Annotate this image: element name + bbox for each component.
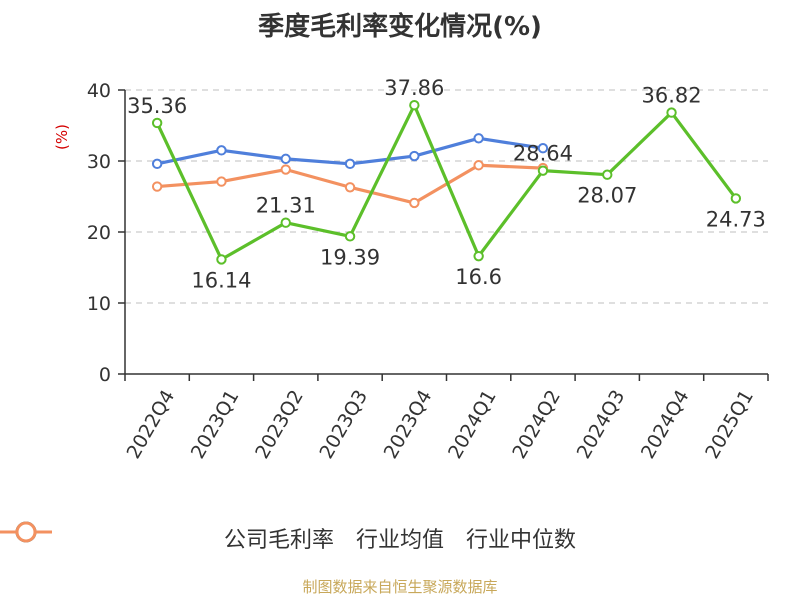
x-tick-label-2023Q1: 2023Q1: [187, 386, 244, 462]
data-point-industry-avg-2023Q1[interactable]: [216, 145, 227, 156]
data-point-gross-margin-2024Q1[interactable]: [473, 250, 484, 262]
legend-label-industry-avg: 行业均值: [355, 528, 444, 553]
data-point-industry-median-2024Q1[interactable]: [473, 160, 484, 171]
series-industry-median: [151, 160, 549, 209]
data-point-industry-avg-2023Q3[interactable]: [344, 158, 356, 170]
data-point-industry-avg-2023Q2[interactable]: [280, 153, 291, 165]
x-tick-label-2022Q4: 2022Q4: [122, 386, 179, 462]
data-label-2023Q2: 21.31: [256, 194, 316, 218]
data-point-gross-margin-2025Q1[interactable]: [730, 193, 742, 204]
chart-title: 季度毛利率变化情况(%): [258, 12, 542, 42]
legend-item-gross-margin[interactable]: 公司毛利率: [0, 521, 334, 554]
data-point-industry-median-2023Q3[interactable]: [344, 182, 356, 193]
series-gross-margin: [151, 99, 742, 265]
data-point-industry-avg-2024Q1[interactable]: [473, 133, 484, 144]
legend-label-industry-median: 行业中位数: [466, 528, 577, 553]
legend-label-gross-margin: 公司毛利率: [223, 528, 334, 553]
gridlines: [125, 89, 768, 304]
data-point-industry-median-2022Q4[interactable]: [151, 181, 163, 192]
data-point-gross-margin-2022Q4[interactable]: [151, 117, 163, 129]
data-source-note: 制图数据来自恒生聚源数据库: [302, 578, 498, 596]
data-label-2024Q4: 36.82: [641, 84, 701, 108]
data-point-gross-margin-2023Q3[interactable]: [344, 231, 356, 242]
y-tick-label: 20: [87, 222, 111, 244]
data-point-gross-margin-2023Q1[interactable]: [216, 254, 227, 265]
series-line-gross-margin: [155, 103, 738, 262]
data-label-2022Q4: 35.36: [127, 94, 187, 118]
series-lines: [151, 99, 742, 265]
data-label-2025Q1: 24.73: [706, 207, 766, 231]
series-industry-avg: [151, 133, 549, 170]
data-point-gross-margin-2024Q3[interactable]: [602, 169, 613, 180]
data-label-2023Q4: 37.86: [384, 76, 444, 100]
data-point-industry-median-2023Q1[interactable]: [216, 176, 227, 187]
data-point-industry-median-2023Q2[interactable]: [280, 164, 291, 175]
legend: 公司毛利率 行业均值 行业中位数: [0, 520, 800, 556]
y-tick-label: 40: [87, 80, 111, 102]
x-tick-label-2023Q3: 2023Q3: [315, 386, 372, 462]
y-tick-label: 30: [87, 151, 111, 173]
data-point-gross-margin-2023Q4[interactable]: [409, 99, 420, 111]
data-point-industry-median-2023Q4[interactable]: [409, 197, 420, 209]
x-tick-label-2024Q2: 2024Q2: [508, 386, 565, 462]
data-point-gross-margin-2024Q2[interactable]: [537, 165, 549, 176]
y-tick-label: 0: [99, 364, 111, 386]
x-tick-label-2024Q3: 2024Q3: [573, 386, 630, 462]
legend-swatch-industry-median: [0, 521, 52, 543]
data-point-industry-avg-2023Q4[interactable]: [409, 150, 420, 162]
data-point-gross-margin-2024Q4[interactable]: [666, 107, 677, 118]
legend-item-industry-median[interactable]: 行业中位数: [0, 521, 577, 554]
y-tick-label: 10: [87, 293, 111, 315]
x-tick-label-2024Q1: 2024Q1: [444, 386, 501, 462]
data-label-2024Q3: 28.07: [577, 184, 637, 208]
x-tick-label-2023Q2: 2023Q2: [251, 386, 308, 462]
data-label-2023Q3: 19.39: [320, 245, 380, 269]
x-tick-label-2025Q1: 2025Q1: [701, 386, 758, 462]
data-point-industry-avg-2024Q2[interactable]: [537, 143, 549, 154]
data-label-2023Q1: 16.14: [191, 268, 251, 292]
x-tick-label-2023Q4: 2023Q4: [380, 386, 437, 462]
x-tick-label-2024Q4: 2024Q4: [637, 386, 694, 462]
data-point-industry-avg-2022Q4[interactable]: [151, 158, 163, 170]
legend-item-industry-avg[interactable]: 行业均值: [0, 521, 444, 554]
data-label-2024Q2: 28.64: [513, 142, 573, 166]
data-label-2024Q1: 16.6: [455, 265, 502, 289]
data-point-gross-margin-2023Q2[interactable]: [280, 217, 291, 228]
